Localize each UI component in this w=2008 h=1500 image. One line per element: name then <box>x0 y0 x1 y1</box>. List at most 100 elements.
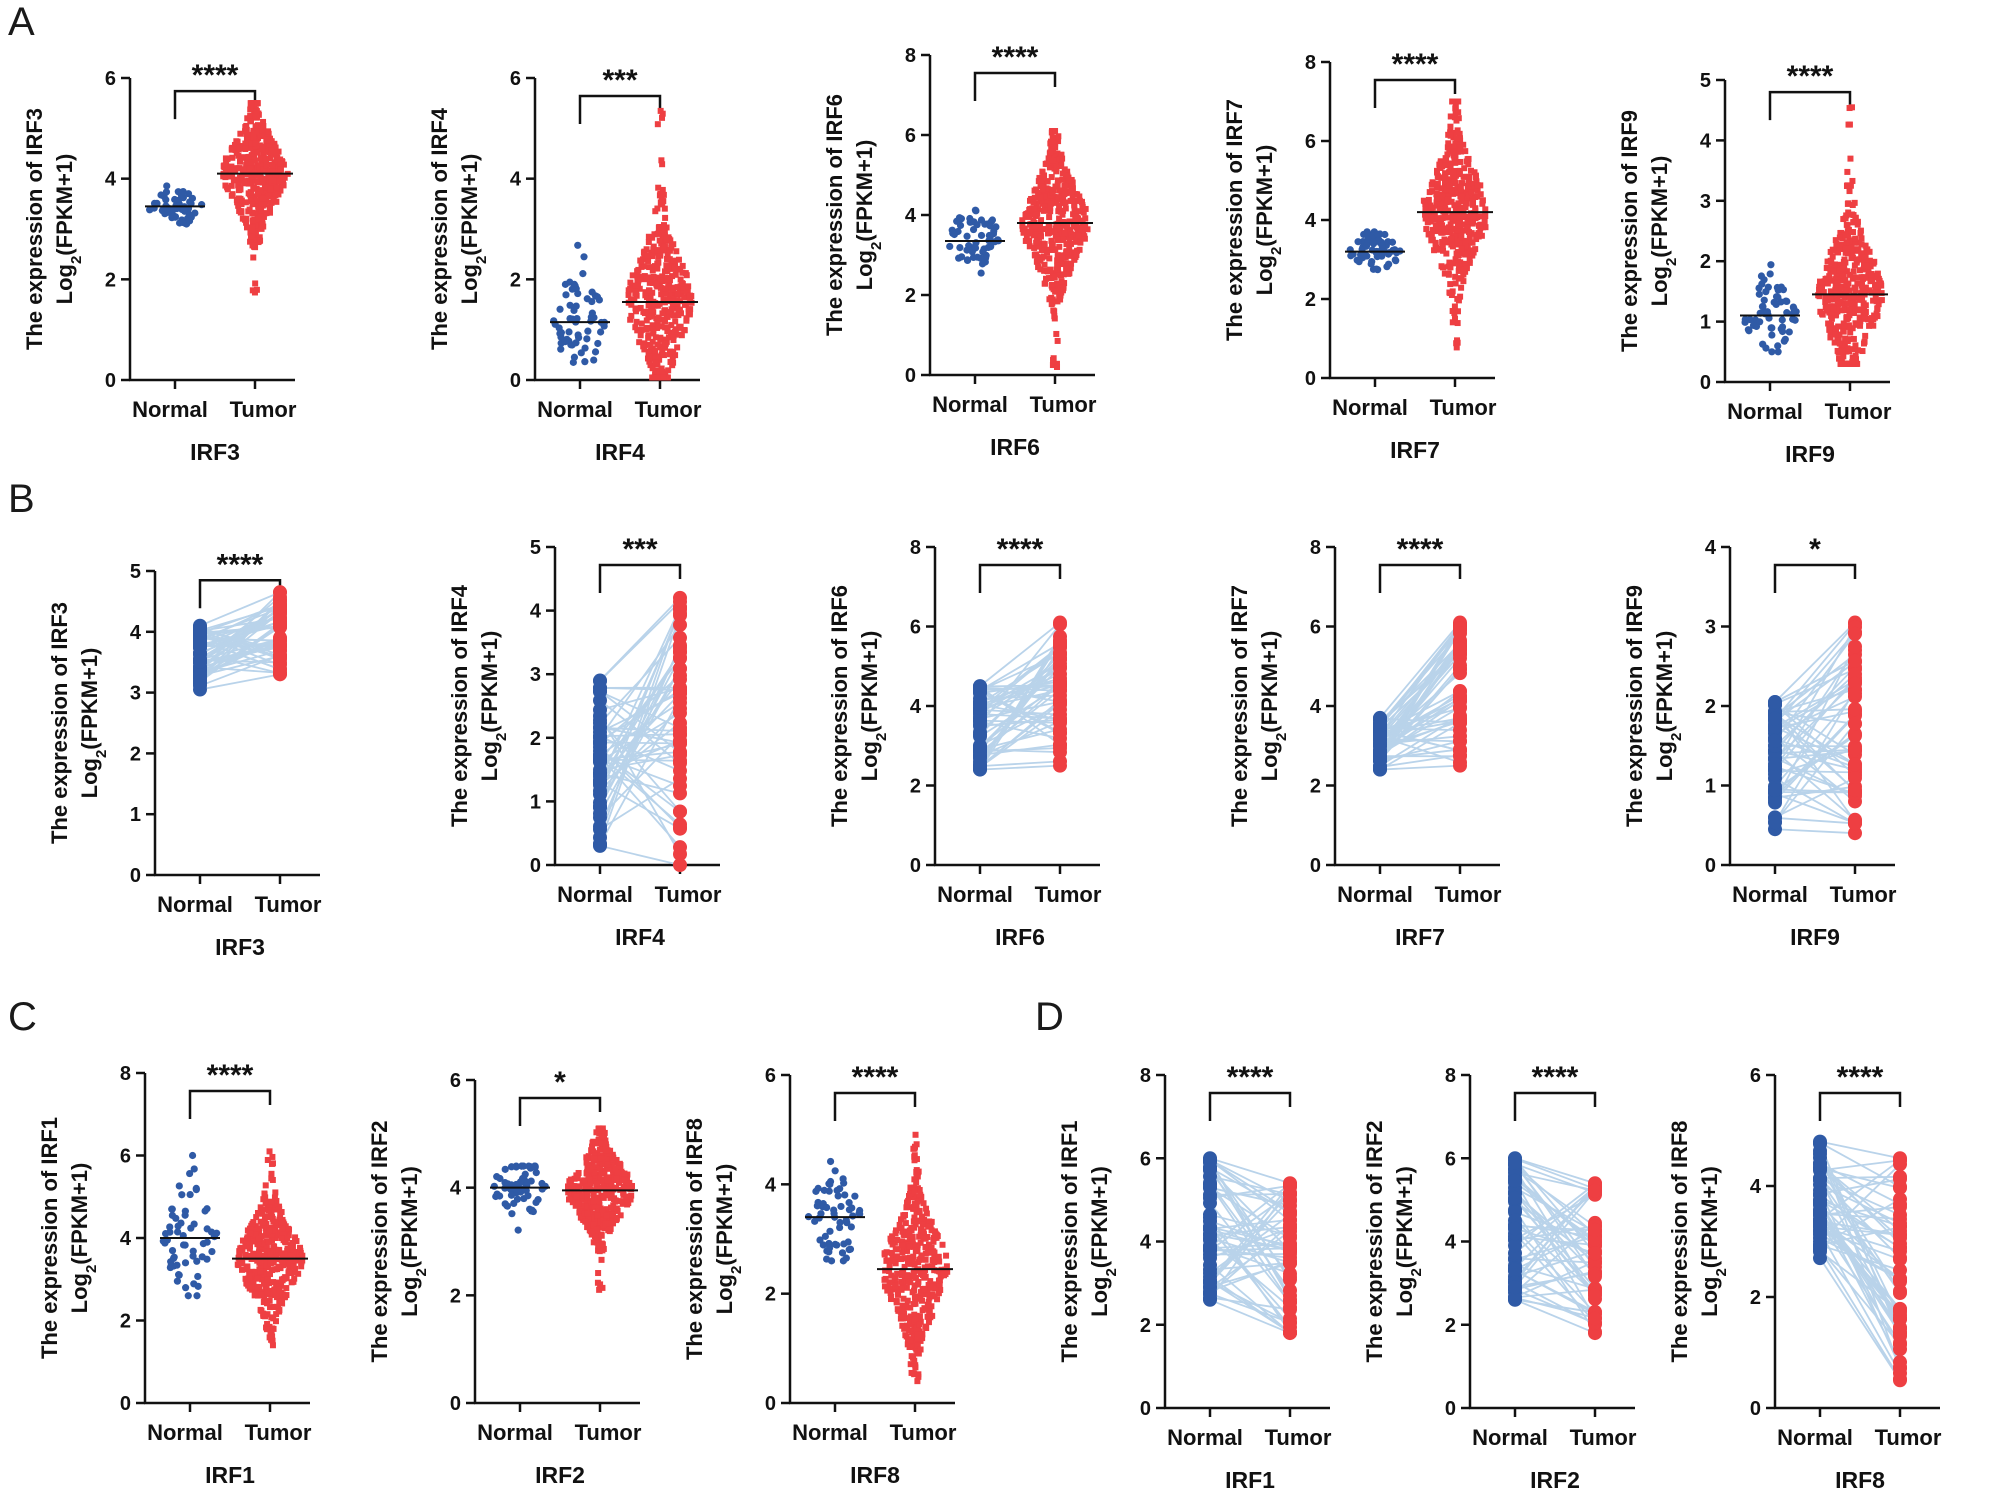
data-point-tumor <box>1448 188 1455 195</box>
data-point-normal <box>177 1219 185 1227</box>
data-point-normal <box>1768 733 1782 748</box>
data-point-tumor <box>1037 257 1044 264</box>
data-point-normal <box>178 1191 186 1199</box>
data-point-tumor <box>911 1201 918 1208</box>
data-point-tumor <box>1452 159 1459 166</box>
y-tick-label: 0 <box>450 1393 461 1415</box>
data-point-tumor <box>582 1218 589 1225</box>
data-point-tumor <box>1428 181 1435 188</box>
data-point-tumor <box>268 1199 275 1206</box>
data-point-tumor <box>681 327 688 334</box>
data-point-tumor <box>239 1260 246 1267</box>
data-point-tumor <box>257 211 264 218</box>
data-point-tumor <box>268 1170 275 1177</box>
category-label-normal: Normal <box>1337 882 1413 907</box>
data-point-tumor <box>679 280 686 287</box>
data-point-tumor <box>923 1205 930 1212</box>
data-point-tumor <box>1843 268 1850 275</box>
y-tick-label: 0 <box>1705 855 1716 877</box>
data-point-tumor <box>1849 325 1856 332</box>
data-point-tumor <box>1048 237 1055 244</box>
data-point-tumor <box>1075 232 1082 239</box>
data-point-normal <box>184 190 193 198</box>
data-point-normal <box>989 230 998 238</box>
y-tick-label: 6 <box>910 617 921 639</box>
data-point-tumor <box>1031 194 1038 201</box>
data-point-tumor <box>1446 168 1453 175</box>
y-tick-label: 4 <box>905 205 917 227</box>
category-label-tumor: Tumor <box>245 1420 312 1445</box>
data-point-tumor <box>673 763 687 778</box>
data-point-tumor <box>584 1210 591 1217</box>
data-point-tumor <box>1452 280 1459 287</box>
data-point-tumor <box>1041 203 1048 210</box>
data-point-tumor <box>1856 267 1863 274</box>
pair-line <box>599 755 681 848</box>
data-point-tumor <box>290 1249 297 1256</box>
data-point-tumor <box>1862 284 1869 291</box>
data-point-tumor <box>578 1192 585 1199</box>
data-point-tumor <box>1063 248 1070 255</box>
gene-label: IRF6 <box>995 924 1045 950</box>
data-point-tumor <box>1851 199 1858 206</box>
data-point-tumor <box>883 1249 890 1256</box>
data-point-tumor <box>646 264 653 271</box>
data-point-tumor <box>907 1313 914 1320</box>
category-label-normal: Normal <box>1332 395 1408 420</box>
data-point-tumor <box>264 1311 271 1318</box>
data-point-normal <box>581 358 589 366</box>
data-point-tumor <box>673 817 687 832</box>
significance-bracket <box>188 1089 272 1119</box>
data-point-tumor <box>1466 259 1473 266</box>
data-point-tumor <box>1040 253 1047 260</box>
data-point-tumor <box>1429 188 1436 195</box>
data-point-tumor <box>1439 215 1446 222</box>
data-point-tumor <box>1052 128 1059 134</box>
significance-label: *** <box>602 64 637 97</box>
data-point-tumor <box>642 308 649 315</box>
data-point-tumor <box>1450 149 1457 156</box>
data-point-tumor <box>1079 202 1086 209</box>
data-point-tumor <box>1848 702 1862 717</box>
data-point-tumor <box>1858 241 1865 248</box>
data-point-normal <box>1785 328 1793 336</box>
data-point-tumor <box>243 224 250 231</box>
data-point-tumor <box>687 306 694 313</box>
data-point-tumor <box>888 1272 895 1279</box>
data-point-normal <box>821 1232 829 1240</box>
data-point-normal <box>593 749 607 764</box>
data-point-tumor <box>258 1291 265 1298</box>
data-point-tumor <box>1071 256 1078 263</box>
data-point-tumor <box>1044 230 1051 237</box>
data-point-tumor <box>275 173 282 180</box>
pair-line <box>979 760 1061 768</box>
data-point-tumor <box>904 1297 911 1304</box>
data-point-tumor <box>618 1198 625 1205</box>
data-point-tumor <box>278 1298 285 1305</box>
data-point-tumor <box>1082 221 1089 228</box>
data-point-tumor <box>912 1248 919 1255</box>
y-axis-label: The expression of IRF3 Log2(FPKM+1) <box>47 602 110 844</box>
data-point-tumor <box>612 1198 619 1205</box>
data-point-tumor <box>665 367 672 374</box>
data-point-tumor <box>569 1199 576 1206</box>
data-point-tumor <box>882 1267 889 1274</box>
data-point-tumor <box>242 124 249 131</box>
data-point-tumor <box>659 201 666 208</box>
data-point-tumor <box>238 1266 245 1273</box>
data-point-tumor <box>1059 211 1066 218</box>
data-point-tumor <box>1022 237 1029 244</box>
data-point-tumor <box>1458 193 1465 200</box>
data-point-tumor <box>1452 98 1459 105</box>
data-point-tumor <box>1020 229 1027 236</box>
data-point-normal <box>192 1186 200 1194</box>
data-point-tumor <box>664 252 671 259</box>
gene-label: IRF2 <box>535 1462 585 1488</box>
data-point-tumor <box>242 145 249 152</box>
data-point-tumor <box>596 1174 603 1181</box>
data-point-tumor <box>298 1259 305 1266</box>
data-point-tumor <box>269 1248 276 1255</box>
data-point-tumor <box>1843 338 1850 345</box>
y-tick-label: 0 <box>130 865 141 887</box>
